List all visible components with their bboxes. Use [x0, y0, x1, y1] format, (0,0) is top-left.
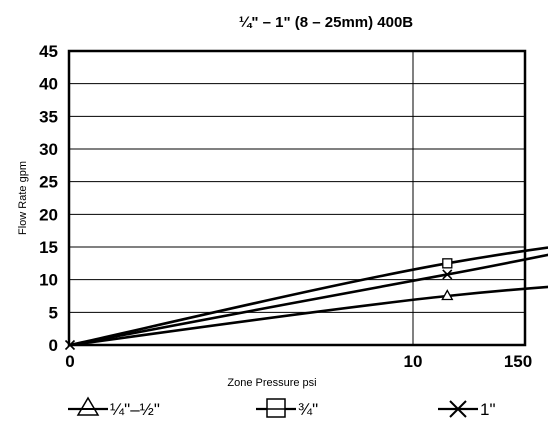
y-tick-label: 10: [39, 271, 58, 290]
plot-frame: [67, 49, 527, 347]
y-tick-label: 0: [49, 336, 58, 355]
legend-marker-x: [449, 400, 467, 418]
x-tick-label: 10: [404, 352, 423, 371]
y-tick-labels: 0 5 10 15 20 25 30 35 40 45: [39, 42, 58, 355]
data-point-x: [442, 269, 453, 280]
legend-marker-square: [266, 398, 286, 418]
x-tick-labels: 0102030405060708090100150: [65, 352, 532, 371]
x-tick-label: 0: [65, 352, 74, 371]
y-tick-label: 35: [39, 107, 58, 126]
data-point-triangle: [441, 289, 454, 301]
x-tick-label: 150: [504, 352, 532, 371]
y-axis-label: Flow Rate gpm: [17, 161, 29, 235]
legend-marker-triangle: [76, 396, 100, 416]
data-point-square: [442, 258, 453, 269]
y-tick-label: 30: [39, 140, 58, 159]
chart-title: ¼" – 1" (8 – 25mm) 400B: [239, 14, 413, 31]
y-tick-label: 25: [39, 173, 58, 192]
legend-label: 1": [480, 400, 496, 419]
series-line-square: [69, 246, 548, 347]
y-tick-label: 15: [39, 238, 58, 257]
legend-label: ¾": [298, 400, 318, 419]
y-tick-label: 5: [49, 303, 58, 322]
series-line-triangle: [69, 285, 548, 347]
y-tick-label: 40: [39, 75, 58, 94]
legend: ¼"–½" ¾" 1": [68, 396, 496, 419]
legend-label: ¼"–½": [110, 400, 160, 419]
grid: [69, 51, 525, 345]
y-tick-label: 45: [39, 42, 58, 61]
series-markers: [64, 258, 454, 351]
y-tick-label: 20: [39, 205, 58, 224]
x-axis-label: Zone Pressure psi: [227, 377, 316, 389]
series-lines: [69, 246, 548, 347]
